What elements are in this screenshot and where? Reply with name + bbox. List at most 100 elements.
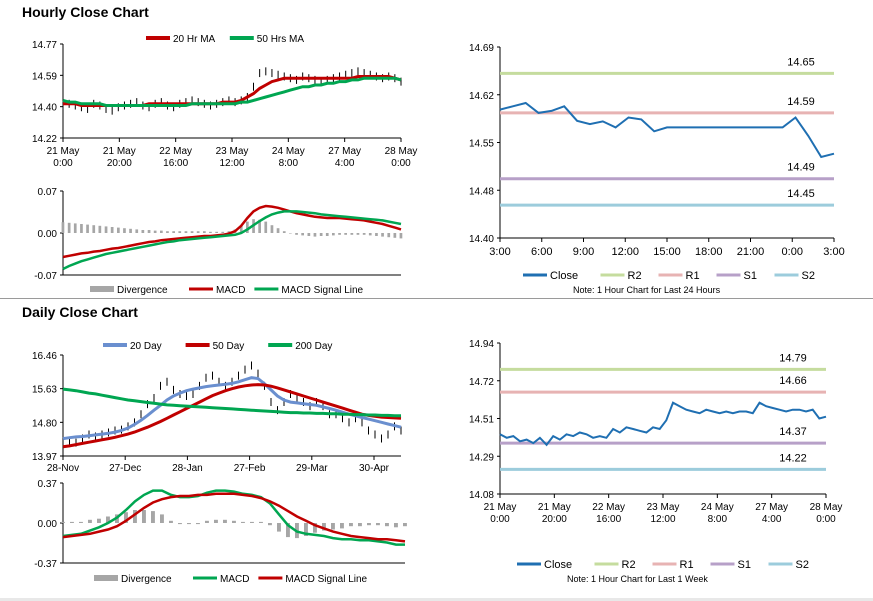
hourly-divergence-bar <box>92 225 96 233</box>
daily-levels-legend-label: S2 <box>796 559 809 571</box>
hourly-divergence-bar <box>160 230 163 233</box>
daily-divergence-bar <box>313 523 317 533</box>
daily-price-y-tick-label: 16.46 <box>32 351 57 362</box>
daily-divergence-bar <box>160 514 164 523</box>
daily-levels-x-tick-label: 4:00 <box>762 514 782 525</box>
hourly-levels-y-tick-label: 14.62 <box>469 91 494 102</box>
hourly-divergence-bar <box>368 233 372 236</box>
hourly-price-x-tick-label: 4:00 <box>335 158 355 169</box>
hourly-divergence-bar <box>166 231 169 233</box>
daily-price-legend-label: 20 Day <box>130 341 162 352</box>
hourly-price-x-tick-label: 27 May <box>328 146 361 157</box>
hourly-macd-legend-swatch <box>90 286 114 292</box>
hourly-divergence-bar <box>203 231 206 233</box>
daily-levels-x-tick-label: 21 May <box>538 502 571 513</box>
daily-divergence-bar <box>124 512 128 523</box>
daily-levels-x-tick-label: 21 May <box>484 502 517 513</box>
daily-divergence-bar <box>88 519 92 523</box>
hourly-divergence-bar <box>73 223 77 233</box>
daily-levels-x-tick-label: 27 May <box>755 502 788 513</box>
daily-macd-line <box>62 492 406 543</box>
hourly-divergence-bar <box>239 225 243 233</box>
hourly-levels-x-tick-label: 21:00 <box>737 246 765 258</box>
hourly-divergence-bar <box>325 233 329 236</box>
daily-divergence-bar <box>232 520 236 523</box>
daily-levels-x-tick-label: 12:00 <box>650 514 675 525</box>
daily-divergence-bar <box>358 523 362 527</box>
hourly-divergence-bar <box>264 221 268 233</box>
daily-levels-y-tick-label: 14.51 <box>469 415 494 426</box>
hourly-price-x-tick-label: 28 May <box>385 146 418 157</box>
daily-divergence-bar <box>178 523 182 525</box>
hourly-divergence-bar <box>258 219 261 233</box>
hourly-divergence-bar <box>387 233 391 238</box>
hourly-divergence-bar <box>196 231 200 233</box>
daily-levels-level-label: 14.37 <box>779 426 807 438</box>
daily-ma-line <box>62 387 401 418</box>
hourly-ma-line <box>62 76 402 107</box>
hourly-price-x-tick-label: 16:00 <box>163 158 188 169</box>
daily-divergence-bar <box>286 523 290 538</box>
hourly-divergence-bar <box>221 231 225 233</box>
hourly-price-x-tick-label: 8:00 <box>279 158 299 169</box>
hourly-price-y-tick-label: 14.40 <box>32 103 57 114</box>
hourly-price-x-tick-label: 0:00 <box>53 158 73 169</box>
daily-levels-close-line <box>499 401 827 447</box>
daily-divergence-bar <box>241 521 245 523</box>
daily-divergence-bar <box>304 523 308 536</box>
hourly-divergence-bar <box>338 233 341 235</box>
daily-levels-x-tick-label: 24 May <box>701 502 734 513</box>
hourly-levels-legend-label: R2 <box>628 270 642 282</box>
hourly-divergence-bar <box>393 233 397 238</box>
hourly-macd-line <box>62 210 402 271</box>
daily-macd-legend-label: Divergence <box>121 574 172 585</box>
daily-divergence-bar <box>205 520 209 523</box>
daily-macd-y-tick-label: -0.37 <box>34 559 57 570</box>
hourly-divergence-bar <box>104 226 108 233</box>
daily-divergence-bar <box>70 521 74 523</box>
daily-divergence-bar <box>106 516 110 523</box>
hourly-divergence-bar <box>350 233 354 235</box>
hourly-divergence-bar <box>117 227 120 233</box>
hourly-levels-level-label: 14.45 <box>787 188 815 200</box>
hourly-price-legend-label: 50 Hrs MA <box>257 34 305 45</box>
hourly-macd-legend-label: MACD <box>216 285 245 296</box>
daily-divergence-bar <box>214 519 218 523</box>
hourly-divergence-bar <box>301 233 304 236</box>
hourly-levels-x-tick-label: 15:00 <box>653 246 681 258</box>
hourly-divergence-bar <box>215 231 218 233</box>
daily-price-x-tick-label: 28-Nov <box>47 463 79 474</box>
daily-divergence-bar <box>142 510 146 523</box>
hourly-macd-y-tick-label: 0.07 <box>38 187 58 198</box>
daily-price-y-tick-label: 14.80 <box>32 418 57 429</box>
daily-ma-line <box>62 383 402 449</box>
daily-divergence-bar <box>61 521 65 523</box>
hourly-levels-note: Note: 1 Hour Chart for Last 24 Hours <box>573 285 721 295</box>
hourly-divergence-bar <box>307 233 311 236</box>
hourly-divergence-bar <box>381 233 384 237</box>
hourly-divergence-bar <box>184 231 188 233</box>
hourly-price-x-tick-label: 22 May <box>159 146 192 157</box>
hourly-divergence-bar <box>313 233 317 237</box>
hourly-price-x-tick-label: 24 May <box>272 146 305 157</box>
daily-levels-x-tick-label: 23 May <box>647 502 680 513</box>
hourly-levels-y-tick-label: 14.55 <box>469 139 494 150</box>
daily-price-y-tick-label: 15.63 <box>32 385 57 396</box>
daily-divergence-bar <box>349 523 353 527</box>
daily-levels-level-label: 14.22 <box>779 452 807 464</box>
hourly-divergence-bar <box>246 221 249 233</box>
hourly-price-x-tick-label: 21 May <box>47 146 80 157</box>
hourly-macd-legend-label: Divergence <box>117 285 168 296</box>
daily-levels-x-tick-label: 0:00 <box>816 514 836 525</box>
daily-levels-x-tick-label: 20:00 <box>542 514 567 525</box>
hourly-levels-y-tick-label: 14.40 <box>469 234 494 245</box>
hourly-levels-level-label: 14.49 <box>787 162 815 174</box>
daily-price-x-tick-label: 27-Feb <box>234 463 266 474</box>
daily-price-y-tick-label: 13.97 <box>32 452 57 463</box>
hourly-levels-x-tick-label: 18:00 <box>695 246 723 258</box>
daily-levels-legend-label: S1 <box>738 559 751 571</box>
daily-divergence-bar <box>223 519 227 523</box>
hourly-divergence-bar <box>190 231 194 233</box>
hourly-levels-level-label: 14.59 <box>787 96 815 108</box>
